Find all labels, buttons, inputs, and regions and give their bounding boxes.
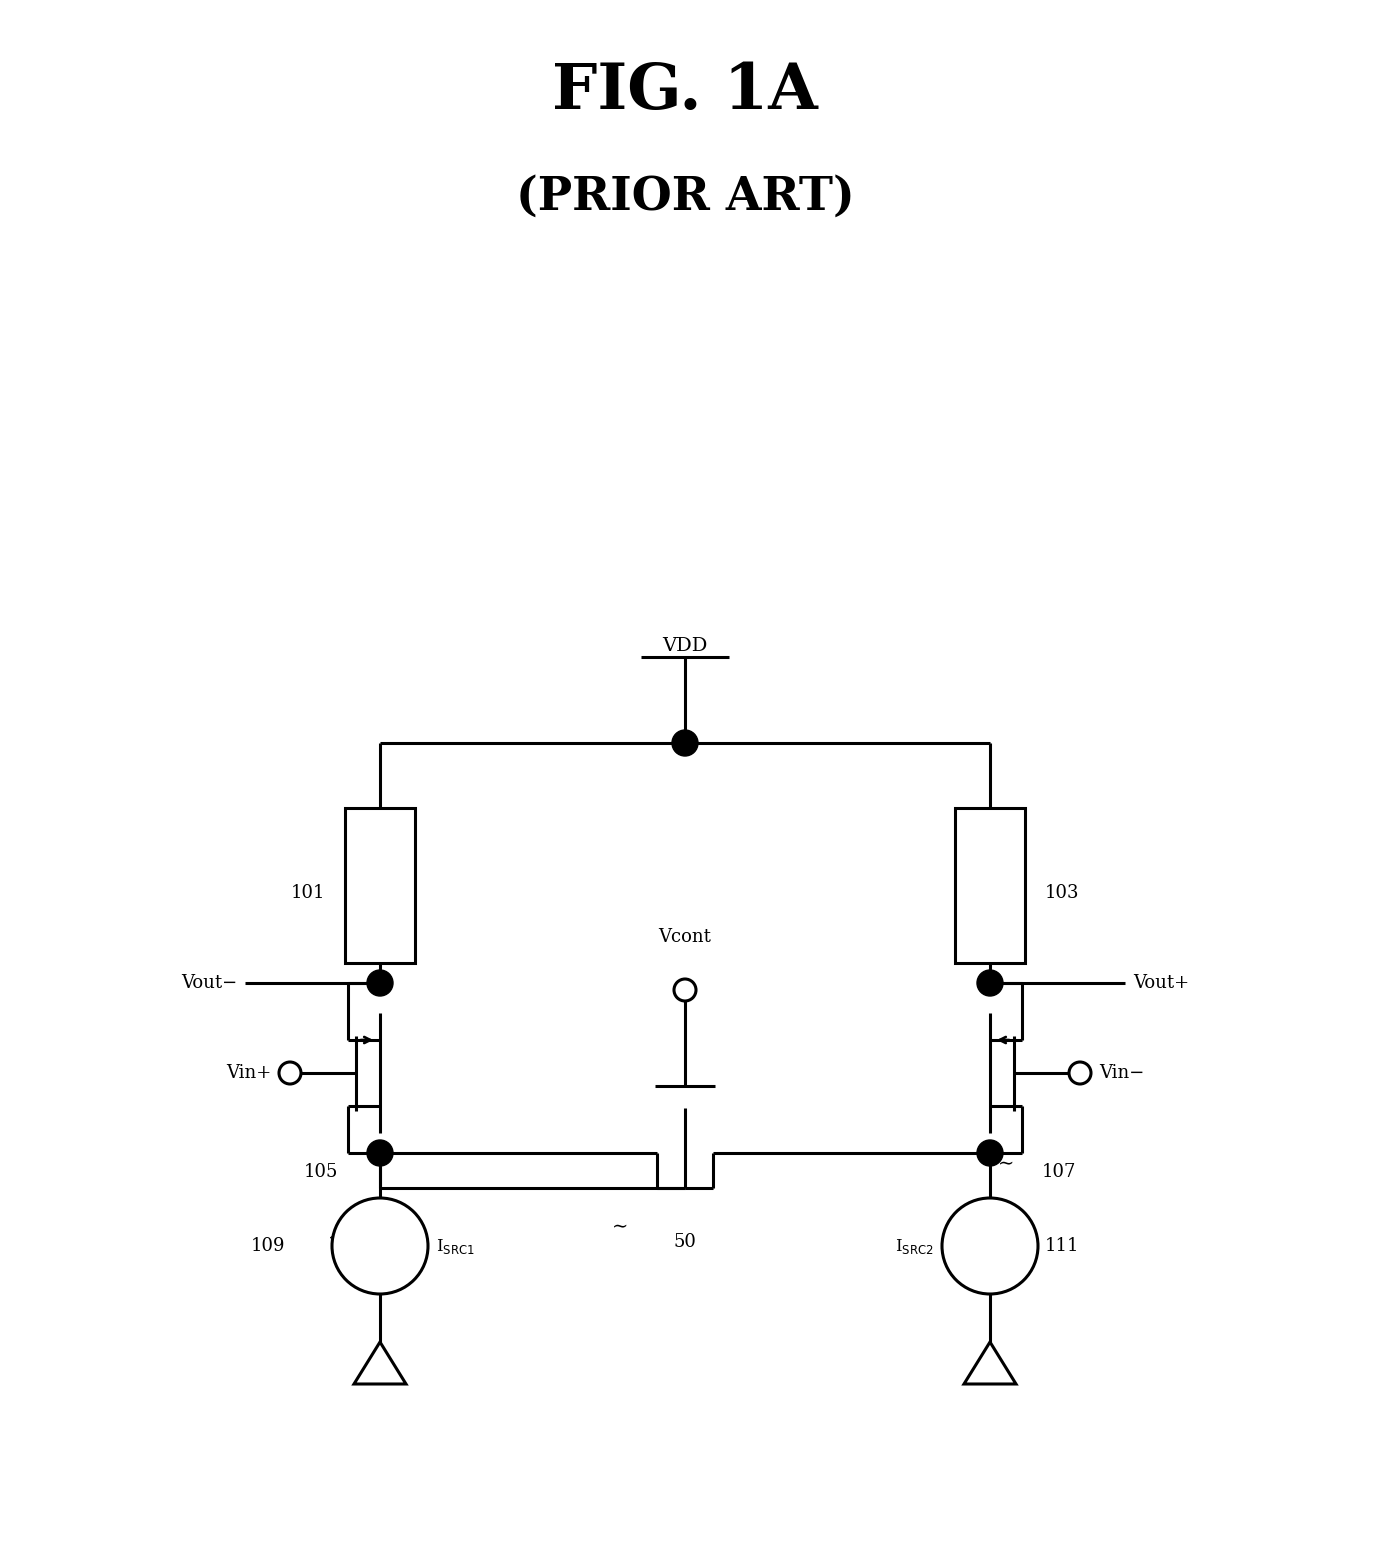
Circle shape xyxy=(1069,1062,1092,1083)
Text: ∼: ∼ xyxy=(328,1229,345,1246)
Text: I$_{\mathsf{SRC1}}$: I$_{\mathsf{SRC1}}$ xyxy=(436,1237,475,1256)
Text: ∼: ∼ xyxy=(371,1155,388,1173)
Bar xyxy=(955,809,1025,962)
Text: ∼: ∼ xyxy=(998,877,1015,894)
Circle shape xyxy=(977,1141,1002,1166)
Circle shape xyxy=(332,1198,429,1294)
Text: Vcont: Vcont xyxy=(659,928,712,947)
Text: ∼: ∼ xyxy=(611,1218,628,1235)
Text: 109: 109 xyxy=(250,1237,285,1256)
Circle shape xyxy=(977,970,1002,996)
Text: Vin−: Vin− xyxy=(1099,1065,1145,1082)
Bar xyxy=(345,809,415,962)
Circle shape xyxy=(367,1141,394,1166)
Text: I$_{\mathsf{SRC2}}$: I$_{\mathsf{SRC2}}$ xyxy=(895,1237,934,1256)
Text: Vin+: Vin+ xyxy=(226,1065,271,1082)
Text: 105: 105 xyxy=(303,1162,338,1181)
Text: (PRIOR ART): (PRIOR ART) xyxy=(515,174,854,220)
Text: 103: 103 xyxy=(1046,885,1079,902)
Circle shape xyxy=(367,970,394,996)
Text: ∼: ∼ xyxy=(998,1155,1015,1173)
Text: VDD: VDD xyxy=(662,636,708,655)
Text: 101: 101 xyxy=(290,885,325,902)
Text: Vout+: Vout+ xyxy=(1134,975,1189,992)
Circle shape xyxy=(279,1062,302,1083)
Text: ∼: ∼ xyxy=(376,877,392,894)
Text: 107: 107 xyxy=(1041,1162,1076,1181)
Circle shape xyxy=(942,1198,1039,1294)
Text: 111: 111 xyxy=(1046,1237,1079,1256)
Text: ∼: ∼ xyxy=(998,1229,1015,1246)
Text: 50: 50 xyxy=(673,1232,697,1251)
Text: Vout−: Vout− xyxy=(180,975,237,992)
Text: FIG. 1A: FIG. 1A xyxy=(553,62,818,123)
Circle shape xyxy=(671,729,698,756)
Circle shape xyxy=(674,979,697,1001)
